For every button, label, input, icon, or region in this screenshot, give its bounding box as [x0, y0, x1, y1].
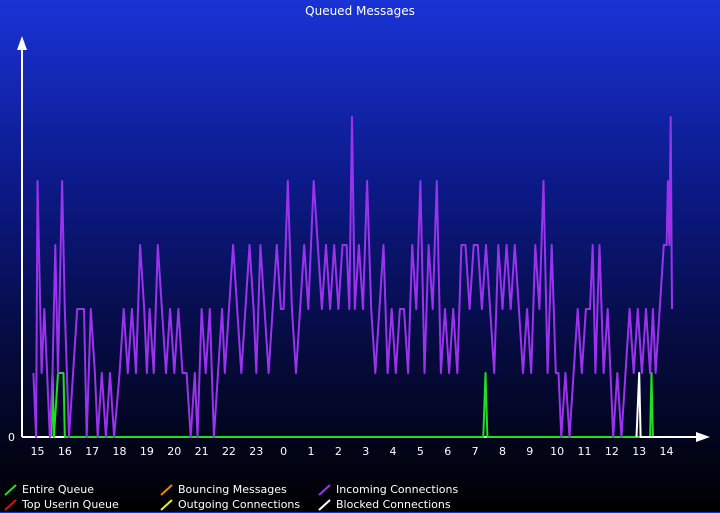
series-line-blocked-connections: [635, 372, 667, 438]
x-tick-label: 6: [444, 445, 451, 458]
x-tick-label: 7: [472, 445, 479, 458]
x-axis-arrow: [696, 432, 710, 442]
x-tick-label: 8: [499, 445, 506, 458]
legend-label: Blocked Connections: [336, 498, 451, 511]
legend-swatch: [160, 484, 173, 496]
series-line-entire-queue: [50, 372, 667, 438]
x-tick-label: 3: [362, 445, 369, 458]
x-tick-label: 0: [280, 445, 287, 458]
legend-label: Incoming Connections: [336, 483, 459, 496]
x-tick-label: 5: [417, 445, 424, 458]
legend-swatch: [4, 484, 17, 496]
x-tick-label: 14: [660, 445, 674, 458]
series-lines: [32, 116, 673, 438]
x-tick-label: 1: [308, 445, 315, 458]
legend-swatch: [4, 499, 17, 511]
y-tick-labels: 0: [8, 431, 15, 444]
x-tick-label: 12: [605, 445, 619, 458]
x-tick-label: 9: [526, 445, 533, 458]
legend-swatch: [318, 499, 331, 511]
x-tick-label: 13: [632, 445, 646, 458]
x-tick-label: 19: [140, 445, 154, 458]
chart-title: Queued Messages: [305, 4, 415, 18]
legend-swatch: [160, 499, 173, 511]
legend: Entire Queue Top Userin Queue Bouncing M…: [0, 480, 720, 512]
x-tick-labels: 15 16 17 18 19 20 21 22 23 0 1 2 3 4 5 6 7 8 9 10 11 12 13 14: [31, 445, 674, 458]
series-line-incoming-connections: [32, 116, 673, 438]
x-tick-label: 10: [550, 445, 564, 458]
x-tick-label: 21: [195, 445, 209, 458]
x-tick-label: 18: [113, 445, 127, 458]
x-tick-label: 16: [58, 445, 72, 458]
x-tick-label: 20: [167, 445, 181, 458]
x-tick-label: 15: [31, 445, 45, 458]
x-tick-label: 17: [85, 445, 99, 458]
x-tick-label: 11: [578, 445, 592, 458]
x-tick-label: 2: [335, 445, 342, 458]
y-tick-label: 0: [8, 431, 15, 444]
legend-swatch: [318, 484, 331, 496]
x-tick-label: 22: [222, 445, 236, 458]
axes: [17, 36, 710, 442]
chart-plot: 15 16 17 18 19 20 21 22 23 0 1 2 3 4 5 6 7 8 9 10 11 12 13 14 0: [8, 36, 710, 458]
legend-label: Outgoing Connections: [178, 498, 301, 511]
x-tick-label: 23: [249, 445, 263, 458]
legend-label: Entire Queue: [22, 483, 94, 496]
legend-label: Bouncing Messages: [178, 483, 287, 496]
legend-label: Top Userin Queue: [22, 498, 119, 511]
x-tick-label: 4: [390, 445, 397, 458]
y-axis-arrow: [17, 36, 27, 50]
